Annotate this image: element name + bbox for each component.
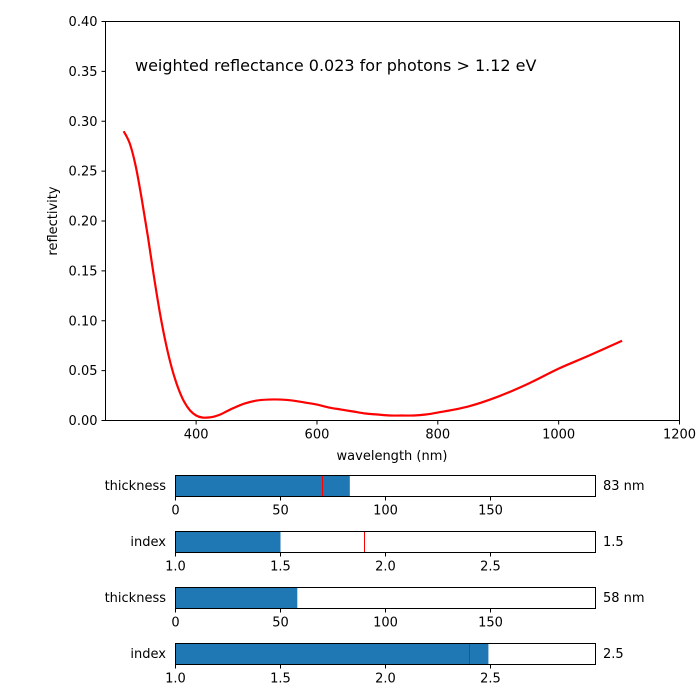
x-tick-label: 600 bbox=[305, 428, 330, 443]
slider-tick-label: 0 bbox=[171, 616, 179, 631]
slider-fill bbox=[175, 643, 489, 665]
y-tick-label: 0.05 bbox=[69, 364, 98, 379]
slider-tick-label: 150 bbox=[478, 616, 503, 631]
slider-tick-label: 50 bbox=[272, 504, 289, 519]
slider-tick-label: 0 bbox=[171, 504, 179, 519]
slider-tick-label: 50 bbox=[272, 616, 289, 631]
y-tick-label: 0.15 bbox=[69, 264, 98, 279]
slider-tick-label: 2.5 bbox=[480, 560, 501, 575]
x-axis-label: wavelength (nm) bbox=[337, 449, 448, 464]
slider-tick-label: 100 bbox=[373, 616, 398, 631]
y-tick-label: 0.40 bbox=[69, 15, 98, 30]
slider-thickness-2[interactable]: thickness 58 nm 0 50 100 150 bbox=[105, 587, 645, 631]
slider-tick-label: 150 bbox=[478, 504, 503, 519]
slider-tick-label: 100 bbox=[373, 504, 398, 519]
y-tick-label: 0.30 bbox=[69, 115, 98, 130]
y-tick-label: 0.10 bbox=[69, 314, 98, 329]
x-tick-label: 800 bbox=[425, 428, 450, 443]
y-tick-label: 0.35 bbox=[69, 65, 98, 80]
slider-thickness-1[interactable]: thickness 83 nm 0 50 100 150 bbox=[105, 475, 645, 519]
x-tick-label: 400 bbox=[184, 428, 209, 443]
weighted-reflectance-annotation: weighted reflectance 0.023 for photons >… bbox=[135, 56, 537, 75]
slider-tick-label: 2.0 bbox=[375, 672, 396, 687]
slider-fill bbox=[175, 531, 281, 553]
slider-label: index bbox=[130, 647, 166, 662]
slider-value: 2.5 bbox=[603, 647, 624, 662]
y-tick-label: 0.20 bbox=[69, 215, 98, 230]
slider-fill bbox=[175, 475, 350, 497]
plot-frame bbox=[105, 21, 680, 421]
slider-value: 83 nm bbox=[603, 479, 645, 494]
slider-value: 1.5 bbox=[603, 535, 624, 550]
y-tick-label: 0.00 bbox=[69, 414, 98, 429]
slider-tick-label: 2.5 bbox=[480, 672, 501, 687]
slider-index-1[interactable]: index 1.5 1.0 1.5 2.0 2.5 bbox=[130, 531, 624, 575]
slider-fill bbox=[175, 587, 298, 609]
slider-tick-label: 1.5 bbox=[270, 560, 291, 575]
slider-index-2[interactable]: index 2.5 1.0 1.5 2.0 2.5 bbox=[130, 643, 624, 687]
slider-tick-label: 1.0 bbox=[165, 560, 186, 575]
slider-tick-label: 2.0 bbox=[375, 560, 396, 575]
slider-label: thickness bbox=[105, 479, 167, 494]
axis-ticks: 400 600 800 1000 1200 0.00 0.05 0.10 0.15 0.20 0.2… bbox=[69, 15, 697, 443]
x-tick-label: 1000 bbox=[542, 428, 575, 443]
reflectivity-plot: 400 600 800 1000 1200 0.00 0.05 0.10 0.15 0.20 0.2… bbox=[46, 15, 696, 464]
slider-label: thickness bbox=[105, 591, 167, 606]
series-line-layer bbox=[122, 130, 623, 419]
x-tick-label: 1200 bbox=[663, 428, 696, 443]
y-tick-label: 0.25 bbox=[69, 165, 98, 180]
y-axis-label: reflectivity bbox=[46, 186, 61, 256]
slider-value: 58 nm bbox=[603, 591, 645, 606]
reflectivity-series-line bbox=[122, 130, 623, 419]
slider-label: index bbox=[130, 535, 166, 550]
slider-tick-label: 1.0 bbox=[165, 672, 186, 687]
slider-tick-label: 1.5 bbox=[270, 672, 291, 687]
